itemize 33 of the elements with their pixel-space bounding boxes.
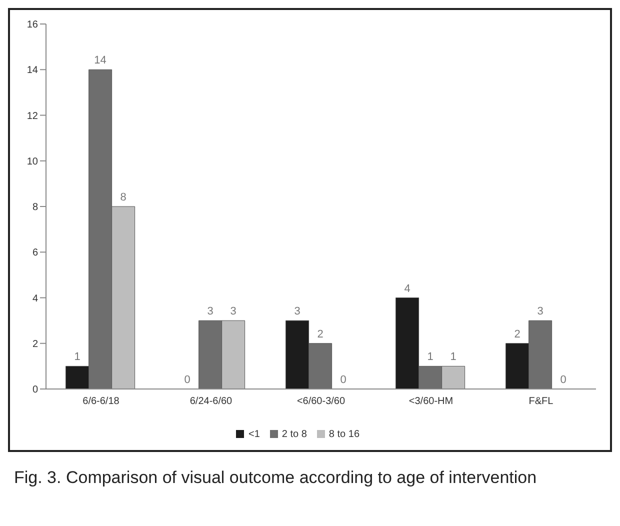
y-tick-label: 0	[32, 384, 38, 396]
data-label: 8	[120, 192, 126, 204]
y-tick-label: 14	[26, 65, 38, 76]
data-label: 0	[560, 374, 566, 386]
data-label: 14	[94, 54, 106, 67]
caption: Fig. 3. Comparison of visual outcome according to age of intervention	[13, 467, 538, 489]
data-label: 0	[340, 374, 346, 386]
x-tick-label: F&FL	[528, 396, 554, 408]
legend-label: 8 to 16	[328, 429, 360, 440]
x-tick-label: <6/60-3/60	[296, 396, 346, 408]
data-label: 1	[74, 351, 80, 364]
data-label: 3	[294, 306, 300, 318]
data-label: 0	[184, 374, 190, 386]
y-tick-label: 8	[32, 202, 38, 214]
y-tick-label: 6	[32, 248, 38, 259]
x-tick-label: <3/60-HM	[408, 396, 454, 408]
y-tick-label: 2	[32, 338, 38, 350]
y-tick-label: 10	[26, 156, 38, 168]
y-tick-label: 16	[26, 20, 38, 31]
data-label: 3	[230, 306, 236, 318]
legend-label: <1	[248, 429, 260, 440]
y-tick-label: 4	[32, 293, 38, 304]
legend-label: 2 to 8	[282, 429, 307, 440]
data-label: 1	[450, 351, 456, 364]
x-tick-label: 6/6-6/18	[82, 396, 120, 408]
data-label: 4	[404, 282, 410, 295]
x-tick-label: 6/24-6/60	[190, 396, 233, 408]
y-tick-label: 12	[26, 110, 38, 122]
data-label: 2	[514, 328, 520, 340]
data-label: 3	[207, 306, 214, 318]
data-label: 2	[317, 328, 324, 340]
data-label: 1	[427, 351, 434, 364]
data-label: 3	[537, 306, 544, 318]
